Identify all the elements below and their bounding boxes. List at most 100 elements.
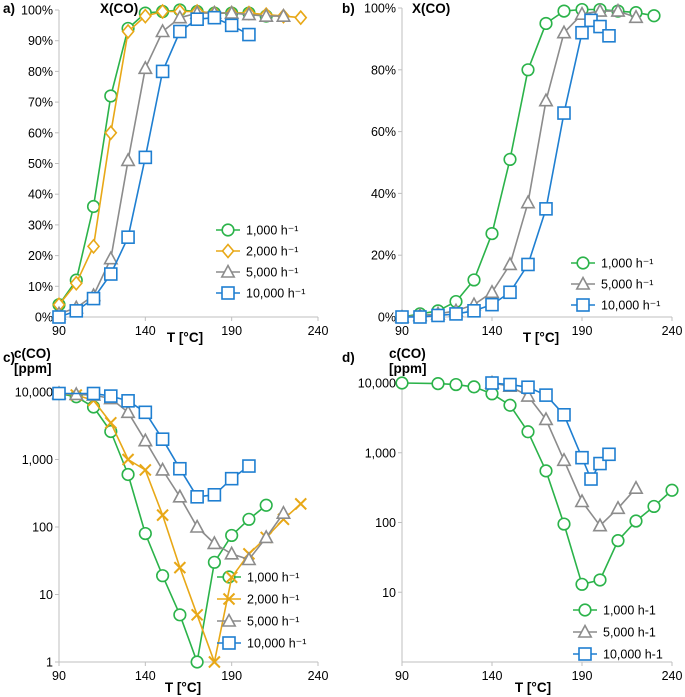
- data-point: [69, 304, 84, 318]
- legend-marker: [221, 223, 235, 237]
- x-tick-label: 140: [482, 324, 503, 338]
- x-tick-label: 190: [572, 324, 593, 338]
- y-tick-label: 10: [382, 586, 396, 600]
- data-point: [190, 608, 204, 622]
- data-point: [121, 394, 135, 408]
- legend-entry: 1,000 h⁻¹: [571, 256, 653, 271]
- legend-label: 5,000 h⁻¹: [601, 278, 653, 292]
- x-axis-label: T [°C]: [167, 330, 203, 345]
- legend-entry: 1,000 h-1: [573, 603, 656, 618]
- x-marker-stroke: [156, 508, 169, 522]
- y-tick-label: 80%: [28, 65, 53, 79]
- data-point: [592, 2, 608, 17]
- data-point: [190, 12, 204, 27]
- data-point: [557, 408, 571, 422]
- data-point: [224, 471, 239, 486]
- data-point: [602, 447, 616, 462]
- series-square: [485, 376, 616, 486]
- data-point: [225, 528, 239, 543]
- y-tick-label: 60%: [28, 126, 53, 140]
- data-point: [431, 308, 445, 323]
- data-point: [484, 284, 500, 299]
- y-tick-label: 10%: [28, 280, 53, 294]
- data-point: [503, 285, 517, 300]
- data-point: [647, 499, 661, 514]
- data-point: [557, 4, 571, 18]
- data-point: [520, 387, 536, 402]
- y-tick-label: 20%: [371, 249, 396, 263]
- legend-entry: 10,000 h⁻¹: [216, 286, 305, 301]
- data-point: [449, 377, 463, 392]
- legend-entry: 1,000 h⁻¹: [217, 570, 299, 585]
- data-point: [207, 555, 221, 569]
- series-line: [401, 382, 673, 586]
- data-point: [156, 569, 170, 583]
- series-circle: [395, 2, 661, 324]
- data-point: [121, 453, 135, 466]
- data-point: [611, 534, 625, 548]
- legend-label: 10,000 h⁻¹: [246, 287, 305, 301]
- data-point: [521, 425, 535, 439]
- data-point: [259, 498, 273, 512]
- legend-entry: 10,000 h⁻¹: [571, 298, 660, 313]
- data-point: [137, 432, 153, 447]
- y-tick-label: 80%: [371, 63, 396, 77]
- panel-label: a): [3, 1, 15, 16]
- legend-label: 1,000 h⁻¹: [247, 571, 299, 585]
- data-point: [467, 380, 481, 394]
- data-point: [556, 24, 572, 39]
- y-tick-label: 60%: [371, 125, 396, 139]
- legend-label: 10,000 h⁻¹: [601, 299, 660, 313]
- legend-entry: 10,000 h⁻¹: [217, 636, 306, 651]
- x-tick-label: 140: [135, 669, 156, 683]
- legend-marker: [575, 275, 591, 290]
- panel-d: 10 100 1,000 10,000 90 140 190 240 d) c(CO)[ppm] T…: [342, 346, 682, 695]
- x-marker-stroke: [121, 453, 135, 466]
- data-point: [138, 150, 153, 165]
- series-line: [58, 9, 267, 306]
- y-tick-label: 100: [375, 516, 396, 530]
- x-marker-stroke: [104, 416, 118, 429]
- data-point: [156, 3, 170, 20]
- data-point: [224, 4, 240, 19]
- legend-marker: [220, 263, 236, 278]
- legend-label: 1,000 h-1: [603, 604, 656, 618]
- legend-label: 1,000 h⁻¹: [601, 257, 653, 271]
- series-line: [401, 10, 637, 318]
- legend-marker: [578, 647, 592, 661]
- data-point: [610, 2, 626, 17]
- data-point: [539, 388, 553, 402]
- legend-marker: [576, 298, 590, 312]
- data-point: [120, 152, 136, 167]
- y-tick-label: 20%: [28, 249, 53, 263]
- data-point: [467, 273, 481, 287]
- x-tick-label: 90: [395, 669, 409, 683]
- y-tick-label: 90%: [28, 34, 53, 48]
- x-tick-label: 240: [662, 324, 683, 338]
- data-point: [521, 63, 535, 77]
- data-point: [104, 389, 118, 403]
- data-point: [258, 7, 274, 22]
- x-tick-label: 240: [662, 669, 683, 683]
- data-point: [395, 310, 409, 324]
- legend-label: 2,000 h⁻¹: [246, 245, 298, 259]
- data-point: [52, 386, 66, 401]
- legend-label: 5,000 h-1: [603, 626, 656, 640]
- chart-title-unit: [ppm]: [389, 361, 427, 376]
- data-point: [502, 256, 518, 271]
- y-tick-label: 1,000: [365, 446, 396, 460]
- series-line: [58, 392, 285, 561]
- data-point: [647, 9, 661, 23]
- x-marker-stroke: [208, 655, 221, 669]
- x-axis-label: T [°C]: [515, 680, 551, 695]
- series-circle: [52, 3, 273, 312]
- data-point: [120, 404, 136, 419]
- series-square: [52, 10, 256, 324]
- data-point: [628, 480, 644, 495]
- x-tick-label: 190: [572, 669, 593, 683]
- y-tick-label: 1,000: [22, 453, 53, 467]
- series-square: [395, 13, 616, 324]
- data-point: [172, 9, 188, 24]
- data-point: [467, 304, 481, 318]
- x-marker-stroke: [222, 592, 236, 606]
